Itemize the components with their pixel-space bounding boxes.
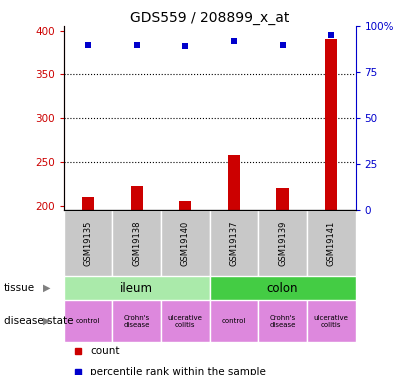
Text: control: control (222, 318, 246, 324)
Bar (258, 300, 307, 342)
Bar (131, 186, 143, 210)
Text: tissue: tissue (4, 283, 35, 293)
Text: ▶: ▶ (43, 316, 51, 326)
Text: GSM19141: GSM19141 (327, 220, 336, 266)
Text: ileum: ileum (120, 282, 153, 295)
Bar (277, 188, 289, 210)
Bar (112, 210, 161, 276)
Text: control: control (76, 318, 100, 324)
Text: count: count (90, 346, 120, 357)
Bar (161, 210, 210, 276)
Bar (161, 300, 210, 342)
Bar (307, 300, 356, 342)
Bar (210, 210, 258, 276)
Text: Crohn's
disease: Crohn's disease (123, 315, 150, 328)
Text: ▶: ▶ (43, 283, 51, 293)
Text: percentile rank within the sample: percentile rank within the sample (90, 367, 266, 375)
Bar (179, 201, 192, 210)
Text: Crohn's
disease: Crohn's disease (269, 315, 296, 328)
Bar (112, 300, 161, 342)
Bar (325, 39, 337, 210)
Text: GSM19137: GSM19137 (229, 220, 238, 266)
Text: GSM19138: GSM19138 (132, 220, 141, 266)
Bar (64, 210, 112, 276)
Bar (82, 197, 94, 210)
Text: GSM19140: GSM19140 (181, 220, 190, 266)
Bar (64, 276, 210, 300)
Bar (307, 210, 356, 276)
Bar (210, 300, 258, 342)
Bar (64, 300, 112, 342)
Text: ulcerative
colitis: ulcerative colitis (168, 315, 203, 328)
Bar (258, 210, 307, 276)
Text: disease state: disease state (4, 316, 74, 326)
Text: GSM19139: GSM19139 (278, 220, 287, 266)
Title: GDS559 / 208899_x_at: GDS559 / 208899_x_at (130, 11, 289, 25)
Text: colon: colon (267, 282, 298, 295)
Text: GSM19135: GSM19135 (83, 220, 92, 266)
Bar (228, 155, 240, 210)
Text: ulcerative
colitis: ulcerative colitis (314, 315, 349, 328)
Bar (210, 276, 356, 300)
